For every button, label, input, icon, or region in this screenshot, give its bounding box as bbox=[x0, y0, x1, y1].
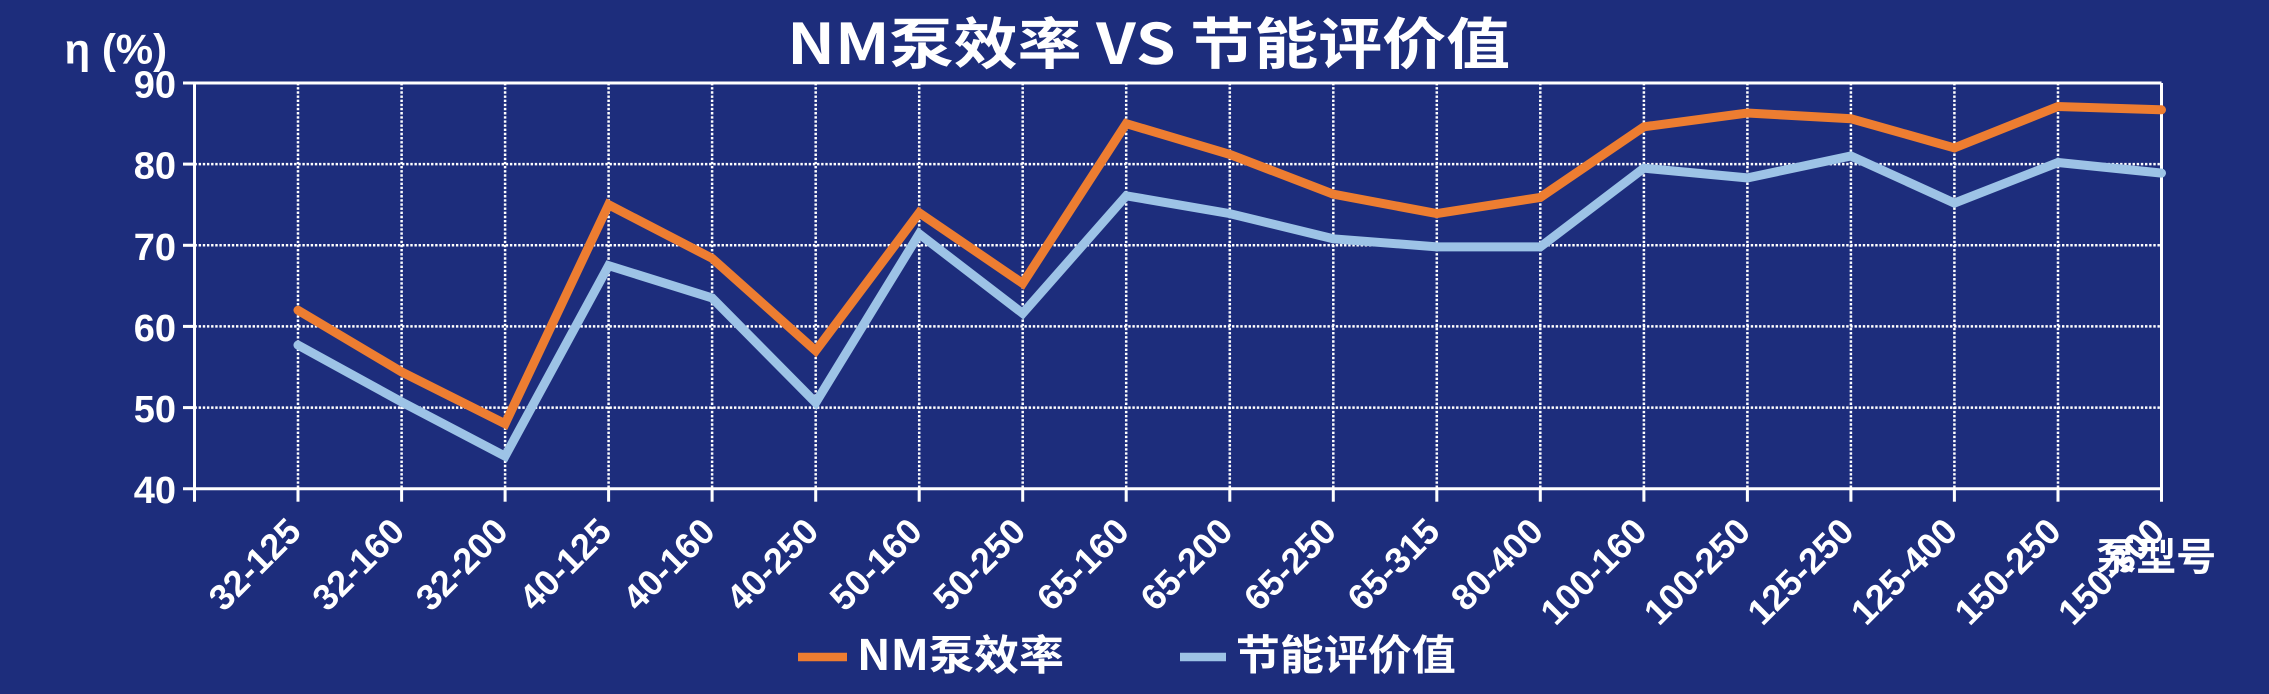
svg-text:70: 70 bbox=[134, 227, 176, 269]
svg-text:80: 80 bbox=[134, 146, 176, 188]
svg-text:η (%): η (%) bbox=[65, 26, 168, 73]
svg-text:90: 90 bbox=[134, 65, 176, 107]
svg-text:40: 40 bbox=[134, 470, 176, 512]
svg-text:50: 50 bbox=[134, 389, 176, 431]
svg-text:60: 60 bbox=[134, 308, 176, 350]
